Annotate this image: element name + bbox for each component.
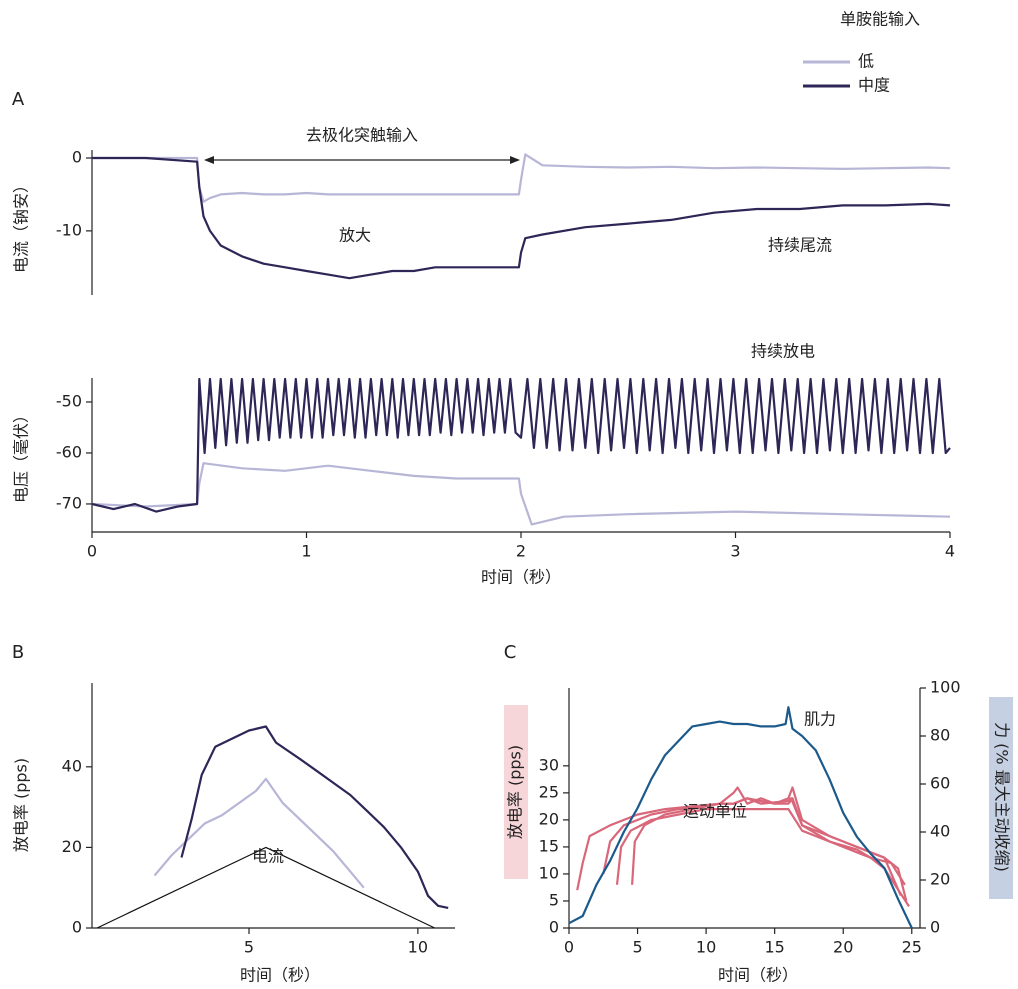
series-line	[568, 706, 913, 929]
series-line	[96, 846, 435, 929]
y2-tick-label: 60	[930, 774, 950, 793]
series-line	[180, 725, 449, 909]
series-line	[153, 777, 365, 889]
y-axis-label: 放电率 (pps)	[12, 758, 31, 852]
y2-tick-label: 0	[930, 918, 940, 937]
y-axis-label: 电压（毫伏）	[12, 407, 31, 503]
x-axis-label: 时间（秒）	[240, 966, 320, 985]
y-tick-label: 0	[72, 148, 82, 167]
y-axis-label: 电流（钠安）	[12, 177, 31, 273]
y-tick-label: 15	[539, 836, 559, 855]
x-tick-label: 2	[516, 542, 526, 561]
y-tick-label: 40	[62, 756, 82, 775]
series-line	[631, 797, 910, 907]
x-tick-label: 25	[902, 938, 922, 957]
panel-label: A	[12, 89, 25, 110]
x-tick-label: 5	[244, 938, 254, 957]
legend-label: 低	[858, 52, 874, 71]
x-tick-label: 10	[408, 938, 428, 957]
x-tick-label: 5	[632, 938, 642, 957]
x-tick-label: 15	[764, 938, 784, 957]
y-tick-label: -10	[56, 220, 82, 239]
stim-arrow	[204, 156, 520, 164]
y-tick-label: -60	[56, 442, 82, 461]
annotation: 运动单位	[683, 802, 747, 821]
y-tick-label: 20	[539, 809, 559, 828]
y-tick-label: 30	[539, 755, 559, 774]
y-tick-label: 25	[539, 782, 559, 801]
legend-label: 中度	[858, 76, 890, 95]
annotation: 持续放电	[751, 342, 815, 361]
y-tick-label: 20	[62, 837, 82, 856]
annotation: 持续尾流	[768, 236, 832, 255]
annotation: 去极化突触输入	[306, 126, 418, 145]
panel-label: C	[504, 642, 517, 663]
annotation: 放大	[339, 226, 371, 245]
x-tick-label: 4	[945, 542, 955, 561]
series-line	[91, 462, 951, 526]
panel-label: B	[12, 642, 24, 663]
y-tick-label: -50	[56, 391, 82, 410]
x-tick-label: 20	[833, 938, 853, 957]
y2-tick-label: 100	[930, 678, 961, 697]
series-line	[602, 797, 902, 897]
x-tick-label: 10	[696, 938, 716, 957]
x-axis-label: 时间（秒）	[481, 568, 561, 587]
series-line	[92, 153, 951, 203]
y-tick-label: 0	[549, 918, 559, 937]
annotation: 肌力	[804, 710, 836, 729]
x-tick-label: 0	[87, 542, 97, 561]
series-line	[91, 377, 951, 513]
legend-title: 单胺能输入	[840, 10, 920, 29]
y-tick-label: 0	[72, 918, 82, 937]
series-label: 电流	[252, 847, 284, 866]
y-tick-label: 10	[539, 863, 559, 882]
y-tick-label: -70	[56, 493, 82, 512]
y-axis-label: 放电率 (pps)	[506, 745, 525, 839]
y2-axis-label: 力 (% 最大主动收缩)	[993, 722, 1012, 872]
y2label-bg	[989, 697, 1013, 899]
y2-tick-label: 80	[930, 726, 950, 745]
x-tick-label: 0	[564, 938, 574, 957]
y-tick-label: 5	[549, 890, 559, 909]
series-line	[92, 156, 951, 280]
x-axis-label: 时间（秒）	[718, 966, 798, 985]
y2-tick-label: 20	[930, 870, 950, 889]
y2-tick-label: 40	[930, 822, 950, 841]
x-tick-label: 1	[301, 542, 311, 561]
ylabel-bg	[504, 705, 528, 879]
x-tick-label: 3	[730, 542, 740, 561]
